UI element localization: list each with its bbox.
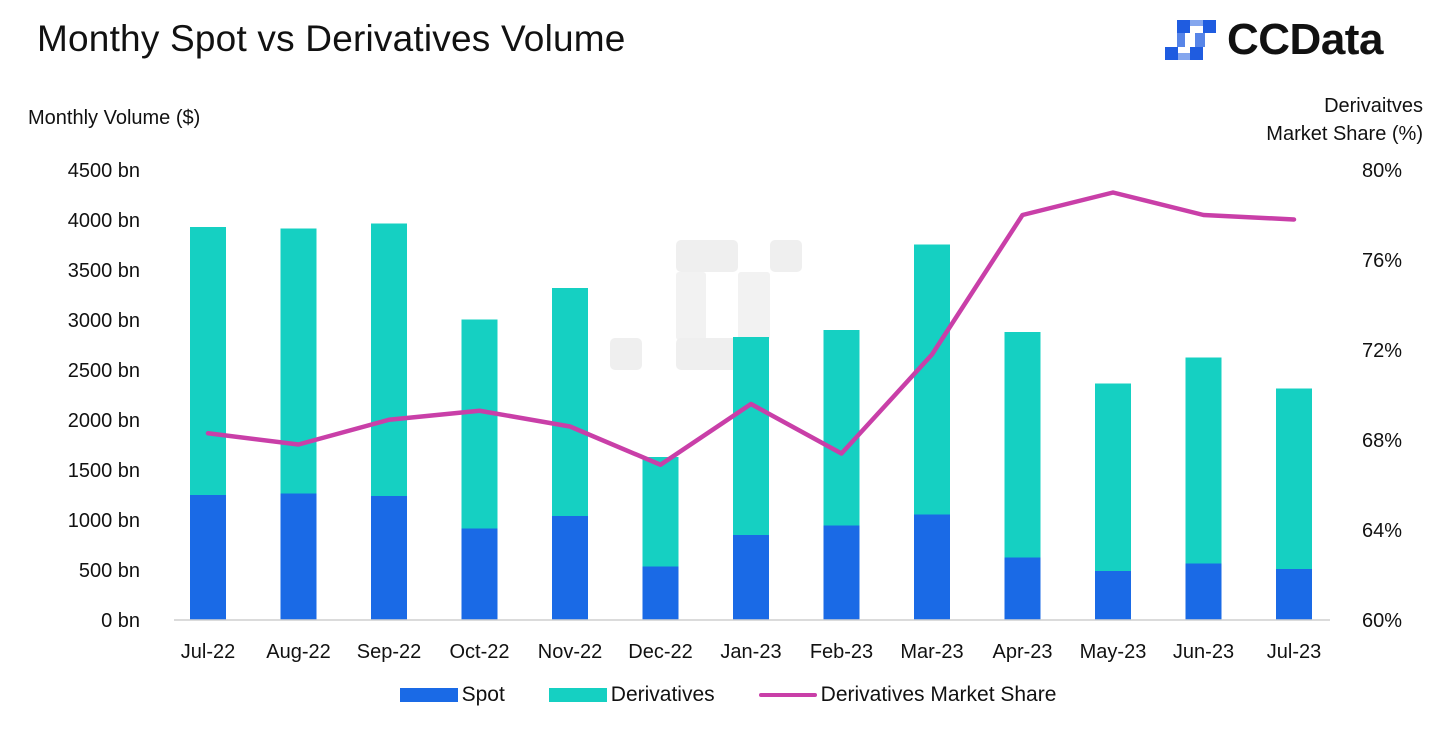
legend-label-derivatives-market-share: Derivatives Market Share: [820, 683, 1057, 706]
watermark-logo: [610, 240, 802, 370]
y-tick-label: 2500 bn: [68, 360, 140, 382]
y-tick-label: 500 bn: [79, 560, 140, 582]
bar-derivatives-jul-23: [1276, 388, 1312, 569]
y2-axis-label-line2: Market Share (%): [1266, 123, 1423, 145]
series-line-derivatives-market-share: [205, 190, 1297, 467]
legend-swatch-spot: [399, 688, 458, 702]
bar-spot-jul-23: [1276, 569, 1312, 620]
bar-derivatives-dec-22: [642, 457, 679, 567]
legend-label-derivatives: Derivatives: [610, 683, 715, 706]
y2-tick-label: 68%: [1362, 430, 1402, 452]
bar-derivatives-jan-23: [733, 337, 769, 535]
x-tick-label-may-23: May-23: [1080, 641, 1147, 663]
y-axis-label: Monthly Volume ($): [28, 107, 201, 129]
legend-item-derivatives-market-share: Derivatives Market Share: [758, 683, 1057, 707]
bar-derivatives-aug-22: [280, 228, 317, 494]
x-tick-label-nov-22: Nov-22: [538, 641, 602, 663]
y-tick-label: 3000 bn: [68, 310, 140, 332]
y-tick-label: 1500 bn: [68, 460, 140, 482]
bar-spot-apr-23: [1004, 557, 1041, 620]
bar-spot-oct-22: [461, 528, 498, 620]
legend: Spot Derivatives Derivatives Market Shar…: [0, 683, 1456, 707]
legend-swatch-derivatives: [548, 688, 607, 702]
x-tick-label-jan-23: Jan-23: [720, 641, 781, 663]
bar-spot-mar-23: [914, 514, 950, 620]
y-tick-label: 2000 bn: [68, 410, 140, 432]
y2-axis-label-line1: Derivaitves: [1324, 95, 1423, 117]
y2-tick-label: 64%: [1362, 520, 1402, 542]
legend-label-spot: Spot: [461, 683, 505, 706]
y-tick-label: 0 bn: [101, 610, 140, 632]
bar-derivatives-may-23: [1095, 383, 1131, 571]
brand-name: CCData: [1227, 15, 1383, 64]
x-tick-label-mar-23: Mar-23: [900, 641, 963, 663]
bar-spot-jan-23: [733, 535, 769, 620]
y-tick-label: 4000 bn: [68, 210, 140, 232]
x-tick-label-sep-22: Sep-22: [357, 641, 422, 663]
bar-derivatives-nov-22: [552, 288, 588, 516]
bar-spot-sep-22: [371, 496, 407, 620]
bar-spot-feb-23: [823, 525, 860, 620]
y-tick-label: 1000 bn: [68, 510, 140, 532]
y-tick-label: 4500 bn: [68, 160, 140, 182]
bar-spot-aug-22: [280, 493, 317, 620]
bar-derivatives-jul-22: [190, 227, 226, 495]
bar-spot-jun-23: [1185, 563, 1222, 620]
bar-spot-may-23: [1095, 571, 1131, 620]
x-tick-label-jul-22: Jul-22: [181, 641, 235, 663]
x-tick-label-oct-22: Oct-22: [449, 641, 509, 663]
bar-spot-jul-22: [190, 495, 226, 620]
bar-spot-nov-22: [552, 516, 588, 620]
bar-spot-dec-22: [642, 566, 679, 620]
chart-title: Monthy Spot vs Derivatives Volume: [37, 18, 626, 59]
bar-derivatives-jun-23: [1185, 357, 1222, 564]
ccdata-logo: CCData: [1163, 15, 1383, 65]
x-tick-label-apr-23: Apr-23: [992, 641, 1052, 663]
bar-derivatives-sep-22: [371, 223, 407, 496]
y2-tick-label: 60%: [1362, 610, 1402, 632]
bar-derivatives-mar-23: [914, 244, 950, 515]
x-tick-label-aug-22: Aug-22: [266, 641, 331, 663]
y2-axis-label: Derivaitves Market Share (%): [1203, 92, 1423, 148]
bar-derivatives-oct-22: [461, 319, 498, 529]
bar-derivatives-apr-23: [1004, 332, 1041, 558]
legend-item-derivatives: Derivatives: [548, 683, 715, 707]
y2-tick-label: 72%: [1362, 340, 1402, 362]
y2-tick-label: 76%: [1362, 250, 1402, 272]
x-tick-label-dec-22: Dec-22: [628, 641, 692, 663]
bar-derivatives-feb-23: [823, 330, 860, 526]
x-tick-label-jun-23: Jun-23: [1173, 641, 1234, 663]
ccdata-logo-icon: [1165, 20, 1216, 60]
y-tick-label: 3500 bn: [68, 260, 140, 282]
y2-tick-label: 80%: [1362, 160, 1402, 182]
legend-item-spot: Spot: [399, 683, 505, 707]
x-tick-label-jul-23: Jul-23: [1267, 641, 1321, 663]
legend-swatch-derivatives-market-share: [758, 693, 817, 697]
x-tick-label-feb-23: Feb-23: [810, 641, 873, 663]
